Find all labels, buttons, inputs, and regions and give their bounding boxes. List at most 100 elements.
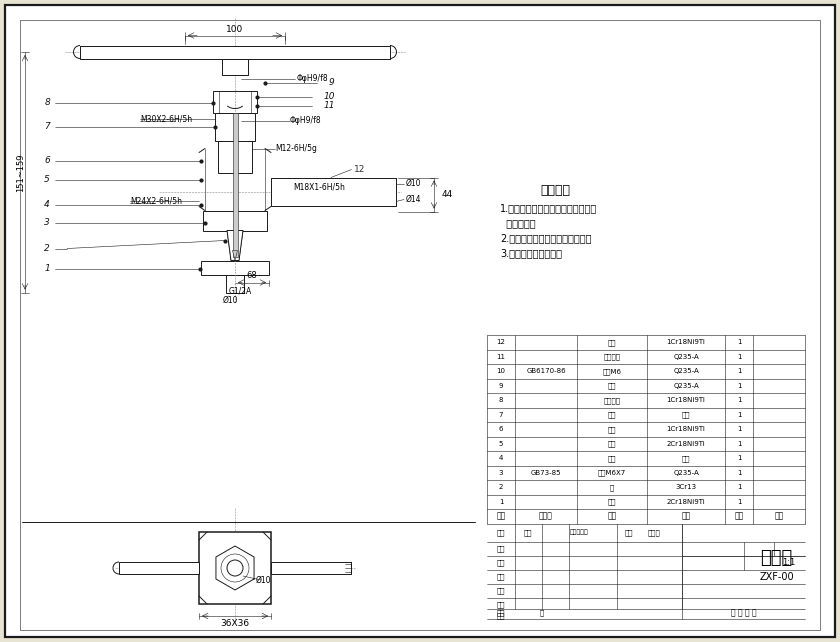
Bar [226,275,244,293]
Text: 6: 6 [499,426,503,432]
Text: 1: 1 [499,499,503,505]
Text: 68: 68 [247,271,257,280]
Bar [271,562,351,574]
Text: 工程: 工程 [496,609,505,616]
Text: Ø10: Ø10 [255,575,270,584]
Text: 处数: 处数 [524,529,533,536]
Text: 1: 1 [737,383,741,389]
Text: 100: 100 [226,25,244,34]
Text: 2: 2 [45,244,50,253]
Text: 1: 1 [737,455,741,461]
Text: ΦφH9/f8: ΦφH9/f8 [290,116,322,125]
Bar [80,46,390,58]
Text: 3: 3 [499,470,503,476]
Text: Q235-A: Q235-A [673,383,699,389]
Text: G1/2A: G1/2A [228,286,252,295]
Text: 针型阀: 针型阀 [760,550,793,568]
Text: 签名: 签名 [625,529,633,536]
Text: 12: 12 [496,339,506,345]
Text: 1: 1 [737,499,741,505]
Text: GB6170-86: GB6170-86 [526,369,566,374]
Bar [213,91,257,112]
Text: 更改文件号: 更改文件号 [570,530,588,535]
Text: 44: 44 [442,190,454,199]
Text: 1: 1 [737,339,741,345]
Bar [203,211,267,230]
Text: 描图: 描图 [496,559,505,566]
Text: Ø10: Ø10 [406,179,422,188]
Text: 螺母M6: 螺母M6 [602,368,622,374]
Bar [201,261,269,275]
Text: 3.手柄表面涂灰色漆。: 3.手柄表面涂灰色漆。 [500,248,562,258]
Bar [218,141,252,173]
Text: 1Cr18Ni9Ti: 1Cr18Ni9Ti [667,397,706,403]
Text: 压盖螺母: 压盖螺母 [603,354,621,360]
Text: 1Cr18Ni9Ti: 1Cr18Ni9Ti [667,426,706,432]
Text: 手柄: 手柄 [608,383,617,389]
Text: 1: 1 [737,412,741,418]
Text: M18X1-6H/5h: M18X1-6H/5h [293,182,345,191]
Text: Q235-A: Q235-A [673,369,699,374]
Text: 承 重 单 位: 承 重 单 位 [731,608,756,617]
Bar [233,112,238,257]
Bar [487,523,805,618]
Bar [222,58,248,74]
Text: 数量: 数量 [734,512,743,521]
Text: 阀盖: 阀盖 [608,440,617,447]
Text: 垫环: 垫环 [608,426,617,433]
Text: 螺钉M6X7: 螺钉M6X7 [598,469,626,476]
Text: 2Cr18Ni9Ti: 2Cr18Ni9Ti [667,441,706,447]
Text: 6: 6 [45,156,50,165]
Text: 材料: 材料 [681,512,690,521]
Text: 36X36: 36X36 [220,620,249,629]
Text: ZXF-00: ZXF-00 [759,571,794,582]
Text: Ø10: Ø10 [223,296,238,305]
Text: M12-6H/5g: M12-6H/5g [275,144,317,153]
Text: 1: 1 [737,441,741,447]
Polygon shape [233,250,238,261]
Text: GB73-85: GB73-85 [531,470,561,476]
Text: 12: 12 [354,165,365,174]
Text: 技术要求: 技术要求 [540,184,570,196]
Text: 11: 11 [324,101,335,110]
Text: 标记: 标记 [496,529,505,536]
Bar [271,177,396,205]
Text: 5: 5 [499,441,503,447]
Text: M30X2-6H/5h: M30X2-6H/5h [140,114,192,123]
Text: M24X2-6H/5h: M24X2-6H/5h [130,196,182,205]
Text: 清洗污垢。: 清洗污垢。 [500,218,536,228]
Text: ΦφH9/f8: ΦφH9/f8 [297,74,328,83]
Text: 名称: 名称 [607,512,617,521]
Text: 1: 1 [737,354,741,360]
Text: 9: 9 [499,383,503,389]
Text: 制: 制 [540,609,544,616]
Text: 151~159: 151~159 [17,153,25,191]
Bar [271,177,396,205]
Text: 11: 11 [496,354,506,360]
Text: 4: 4 [45,200,50,209]
Bar [222,58,248,74]
Text: 1.装配前各零件应仔细的清除毛刺、: 1.装配前各零件应仔细的清除毛刺、 [500,203,597,213]
Text: 1: 1 [737,484,741,490]
Text: 3Cr13: 3Cr13 [675,484,696,490]
Text: 年月日: 年月日 [648,529,660,536]
Text: Q235-A: Q235-A [673,354,699,360]
Text: 8: 8 [45,98,50,107]
Text: Q235-A: Q235-A [673,470,699,476]
Text: 序号: 序号 [496,512,506,521]
Bar [218,141,252,173]
Bar [199,532,271,604]
Text: 设计: 设计 [496,545,505,552]
Text: 7: 7 [499,412,503,418]
Text: 10: 10 [324,92,335,101]
Bar [213,91,257,112]
Text: 1: 1 [737,470,741,476]
Text: 1Cr18Ni9Ti: 1Cr18Ni9Ti [667,339,706,345]
Bar [119,562,199,574]
Text: 校核: 校核 [496,573,505,580]
Text: 阀体: 阀体 [608,498,617,505]
Bar [199,148,271,211]
Text: 1: 1 [737,369,741,374]
Text: 1: 1 [45,264,50,273]
Text: 3: 3 [45,218,50,227]
